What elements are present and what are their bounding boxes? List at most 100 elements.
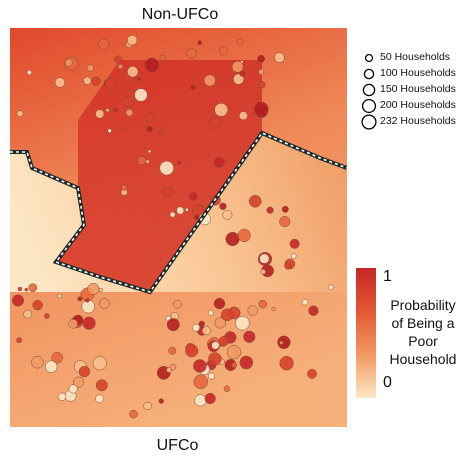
- household-point: [95, 394, 104, 404]
- size-legend-label: 232 Households: [380, 115, 456, 127]
- household-point: [231, 61, 244, 73]
- household-point: [328, 284, 334, 291]
- household-point: [137, 77, 141, 81]
- color-scale-title-line: of Being a: [391, 315, 455, 331]
- household-point: [107, 128, 112, 134]
- household-point: [258, 299, 268, 309]
- household-point: [12, 294, 24, 307]
- color-scale-min-label: 0: [383, 374, 392, 391]
- household-point: [99, 298, 110, 309]
- household-point: [68, 319, 78, 329]
- household-point: [193, 374, 209, 390]
- household-point: [117, 124, 124, 132]
- household-point: [209, 116, 222, 129]
- size-legend-circle: [361, 114, 377, 130]
- size-legend-label: 150 Households: [380, 83, 456, 95]
- color-scale-title: Probability of Being a Poor Household: [383, 296, 462, 368]
- household-point: [129, 409, 138, 419]
- household-point: [213, 297, 226, 310]
- household-point: [144, 57, 159, 73]
- household-point: [44, 313, 50, 319]
- household-point: [16, 337, 23, 344]
- household-point: [147, 149, 152, 154]
- household-point: [192, 323, 201, 332]
- household-point: [277, 335, 291, 349]
- size-legend-circle: [361, 98, 377, 114]
- household-point: [189, 192, 198, 201]
- household-point: [134, 88, 148, 102]
- household-point: [169, 363, 177, 371]
- household-point: [284, 262, 292, 270]
- household-point: [289, 238, 300, 249]
- household-point: [77, 296, 83, 302]
- household-point: [260, 269, 266, 275]
- household-point: [105, 77, 117, 89]
- household-point: [258, 68, 265, 75]
- household-point: [98, 287, 104, 293]
- household-point: [68, 384, 78, 394]
- household-point: [237, 228, 251, 242]
- household-point: [271, 306, 276, 312]
- household-point: [83, 76, 92, 85]
- household-point: [86, 64, 94, 72]
- household-point: [235, 315, 250, 331]
- household-point: [220, 308, 234, 322]
- household-point: [145, 112, 155, 123]
- household-point: [169, 211, 176, 218]
- household-point: [87, 283, 100, 295]
- household-point: [194, 394, 207, 407]
- household-point: [168, 346, 177, 355]
- household-point: [57, 392, 67, 401]
- color-scale-title-line: Poor: [408, 333, 438, 349]
- household-point: [186, 47, 197, 59]
- household-point: [23, 309, 33, 319]
- non-ufco-high-zone: [56, 60, 262, 292]
- household-point: [57, 293, 62, 299]
- household-point: [239, 70, 246, 77]
- size-legend-circle: [364, 53, 374, 63]
- household-point: [231, 362, 238, 368]
- household-point: [266, 206, 274, 214]
- household-point: [32, 299, 43, 311]
- household-point: [214, 317, 226, 329]
- household-point: [158, 129, 164, 136]
- household-point: [193, 359, 207, 373]
- household-point: [281, 205, 289, 213]
- household-point: [185, 344, 199, 358]
- region-label-ufco: UFCo: [156, 437, 199, 454]
- household-point: [279, 216, 291, 228]
- ufco-boundary-dash: [10, 132, 347, 293]
- household-point: [239, 355, 254, 370]
- household-points: [12, 34, 334, 419]
- household-point: [238, 111, 248, 121]
- household-point: [121, 184, 128, 191]
- household-point: [45, 360, 58, 373]
- household-point: [213, 156, 225, 168]
- color-scale-max-label: 1: [383, 268, 392, 285]
- household-point: [127, 66, 139, 78]
- household-point: [301, 298, 309, 306]
- household-point: [166, 318, 180, 332]
- size-legend-circle: [362, 83, 376, 97]
- household-point: [85, 298, 90, 303]
- household-point: [214, 102, 229, 117]
- color-scale-bar: [356, 268, 376, 398]
- household-point: [114, 55, 122, 64]
- household-point: [173, 299, 182, 309]
- household-point: [158, 398, 164, 404]
- ufco-zone-west: [10, 152, 150, 292]
- household-point: [143, 401, 152, 411]
- household-point: [54, 77, 66, 88]
- household-point: [248, 195, 262, 208]
- household-point: [91, 76, 101, 86]
- household-point: [207, 310, 214, 316]
- household-point: [82, 316, 96, 330]
- household-point: [197, 40, 203, 45]
- household-point: [236, 38, 244, 46]
- household-point: [64, 58, 73, 67]
- household-point: [113, 107, 118, 113]
- household-point: [308, 305, 319, 316]
- household-point: [243, 330, 256, 343]
- household-point: [159, 160, 174, 176]
- household-point: [204, 392, 216, 405]
